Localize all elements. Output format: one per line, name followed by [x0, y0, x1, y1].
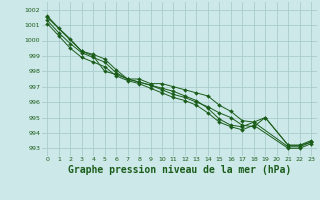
- X-axis label: Graphe pression niveau de la mer (hPa): Graphe pression niveau de la mer (hPa): [68, 165, 291, 175]
